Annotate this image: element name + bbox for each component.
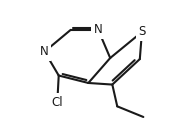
Text: S: S — [138, 26, 146, 39]
Text: N: N — [94, 23, 103, 36]
Text: Cl: Cl — [52, 96, 63, 109]
Text: N: N — [40, 45, 49, 58]
